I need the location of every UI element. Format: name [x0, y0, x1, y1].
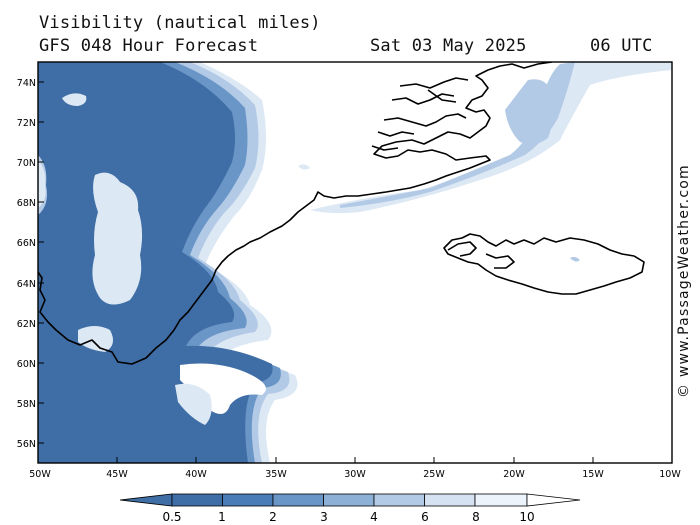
lon-tick: 15W — [582, 457, 604, 480]
visibility-clear-patch — [92, 172, 143, 305]
lon-label-50w: 50W — [29, 469, 51, 480]
lat-tick: 60N — [17, 359, 44, 370]
iceland-west-fjords — [447, 241, 515, 269]
lon-tick: 45W — [106, 457, 128, 480]
lat-label-56n: 56N — [17, 439, 36, 450]
longitude-axis: 50W 45W 40W 35W 30W 25W 20W 15W 10W — [29, 457, 681, 480]
lon-label-45w: 45W — [106, 469, 128, 480]
legend-swatch — [474, 493, 528, 507]
lat-label-66n: 66N — [17, 238, 36, 249]
lat-tick: 74N — [17, 78, 44, 89]
legend-label: 10 — [519, 510, 534, 524]
visibility-legend: 0.5 1 2 3 4 6 8 10 — [119, 493, 581, 524]
visibility-pale-zone — [310, 62, 672, 214]
legend-label: 0.5 — [162, 510, 181, 524]
lat-label-68n: 68N — [17, 198, 36, 209]
lon-label-25w: 25W — [423, 469, 445, 480]
lat-label-62n: 62N — [17, 319, 36, 330]
legend-label: 3 — [320, 510, 328, 524]
visibility-light-zone — [340, 62, 575, 208]
visibility-clear-patch — [38, 160, 46, 208]
lon-label-10w: 10W — [659, 469, 681, 480]
visibility-small-patch — [62, 93, 87, 106]
lon-tick: 40W — [185, 457, 207, 480]
lon-tick: 50W — [29, 457, 51, 480]
greenland-east-coast — [38, 62, 553, 365]
greenland-fjords — [371, 77, 469, 151]
legend-swatch — [272, 493, 324, 507]
visibility-small-patch — [298, 164, 310, 170]
lon-label-40w: 40W — [185, 469, 207, 480]
lat-tick: 64N — [17, 279, 44, 290]
lat-tick: 70N — [17, 158, 44, 169]
map-title: Visibility (nautical miles) — [39, 13, 321, 33]
legend-swatch — [323, 493, 375, 507]
lon-label-20w: 20W — [503, 469, 525, 480]
visibility-small-patch — [570, 256, 580, 262]
lon-tick: 30W — [344, 457, 366, 480]
lat-label-74n: 74N — [17, 78, 36, 89]
visibility-field — [38, 62, 672, 463]
legend-label: 1 — [218, 510, 226, 524]
visibility-clear-patch — [175, 383, 212, 425]
lon-tick: 25W — [423, 457, 445, 480]
legend-arrow-left — [119, 493, 173, 507]
legend-label: 8 — [472, 510, 480, 524]
legend-label: 2 — [269, 510, 277, 524]
lon-label-30w: 30W — [344, 469, 366, 480]
legend-label: 6 — [421, 510, 429, 524]
lon-tick: 10W — [659, 457, 681, 480]
legend-swatch — [424, 493, 476, 507]
visibility-dark-zone — [38, 62, 273, 463]
legend-swatch — [171, 493, 223, 507]
legend-swatch — [373, 493, 425, 507]
lat-label-72n: 72N — [17, 118, 36, 129]
lon-tick: 20W — [503, 457, 525, 480]
lat-tick: 66N — [17, 238, 44, 249]
lat-label-60n: 60N — [17, 359, 36, 370]
visibility-clear-patch — [78, 326, 114, 352]
visibility-light-zone — [505, 79, 554, 145]
lat-tick: 56N — [17, 439, 44, 450]
coastlines — [38, 62, 645, 365]
forecast-time: 06 UTC — [590, 36, 653, 56]
legend-arrow-right — [526, 493, 581, 507]
lon-label-15w: 15W — [582, 469, 604, 480]
legend-swatch — [222, 493, 274, 507]
lon-label-35w: 35W — [265, 469, 287, 480]
lat-label-70n: 70N — [17, 158, 36, 169]
legend-label: 4 — [370, 510, 378, 524]
lat-label-58n: 58N — [17, 399, 36, 410]
lon-tick: 35W — [265, 457, 287, 480]
forecast-model: GFS 048 Hour Forecast — [39, 36, 259, 56]
lat-tick: 68N — [17, 198, 44, 209]
forecast-date: Sat 03 May 2025 — [370, 36, 527, 56]
lat-label-64n: 64N — [17, 279, 36, 290]
lat-tick: 58N — [17, 399, 44, 410]
lat-tick: 72N — [17, 118, 44, 129]
latitude-axis: 74N 72N 70N 68N 66N 64N 62N 60N 58N 56N — [17, 78, 44, 450]
lat-tick: 62N — [17, 319, 44, 330]
iceland-coast — [443, 233, 645, 295]
